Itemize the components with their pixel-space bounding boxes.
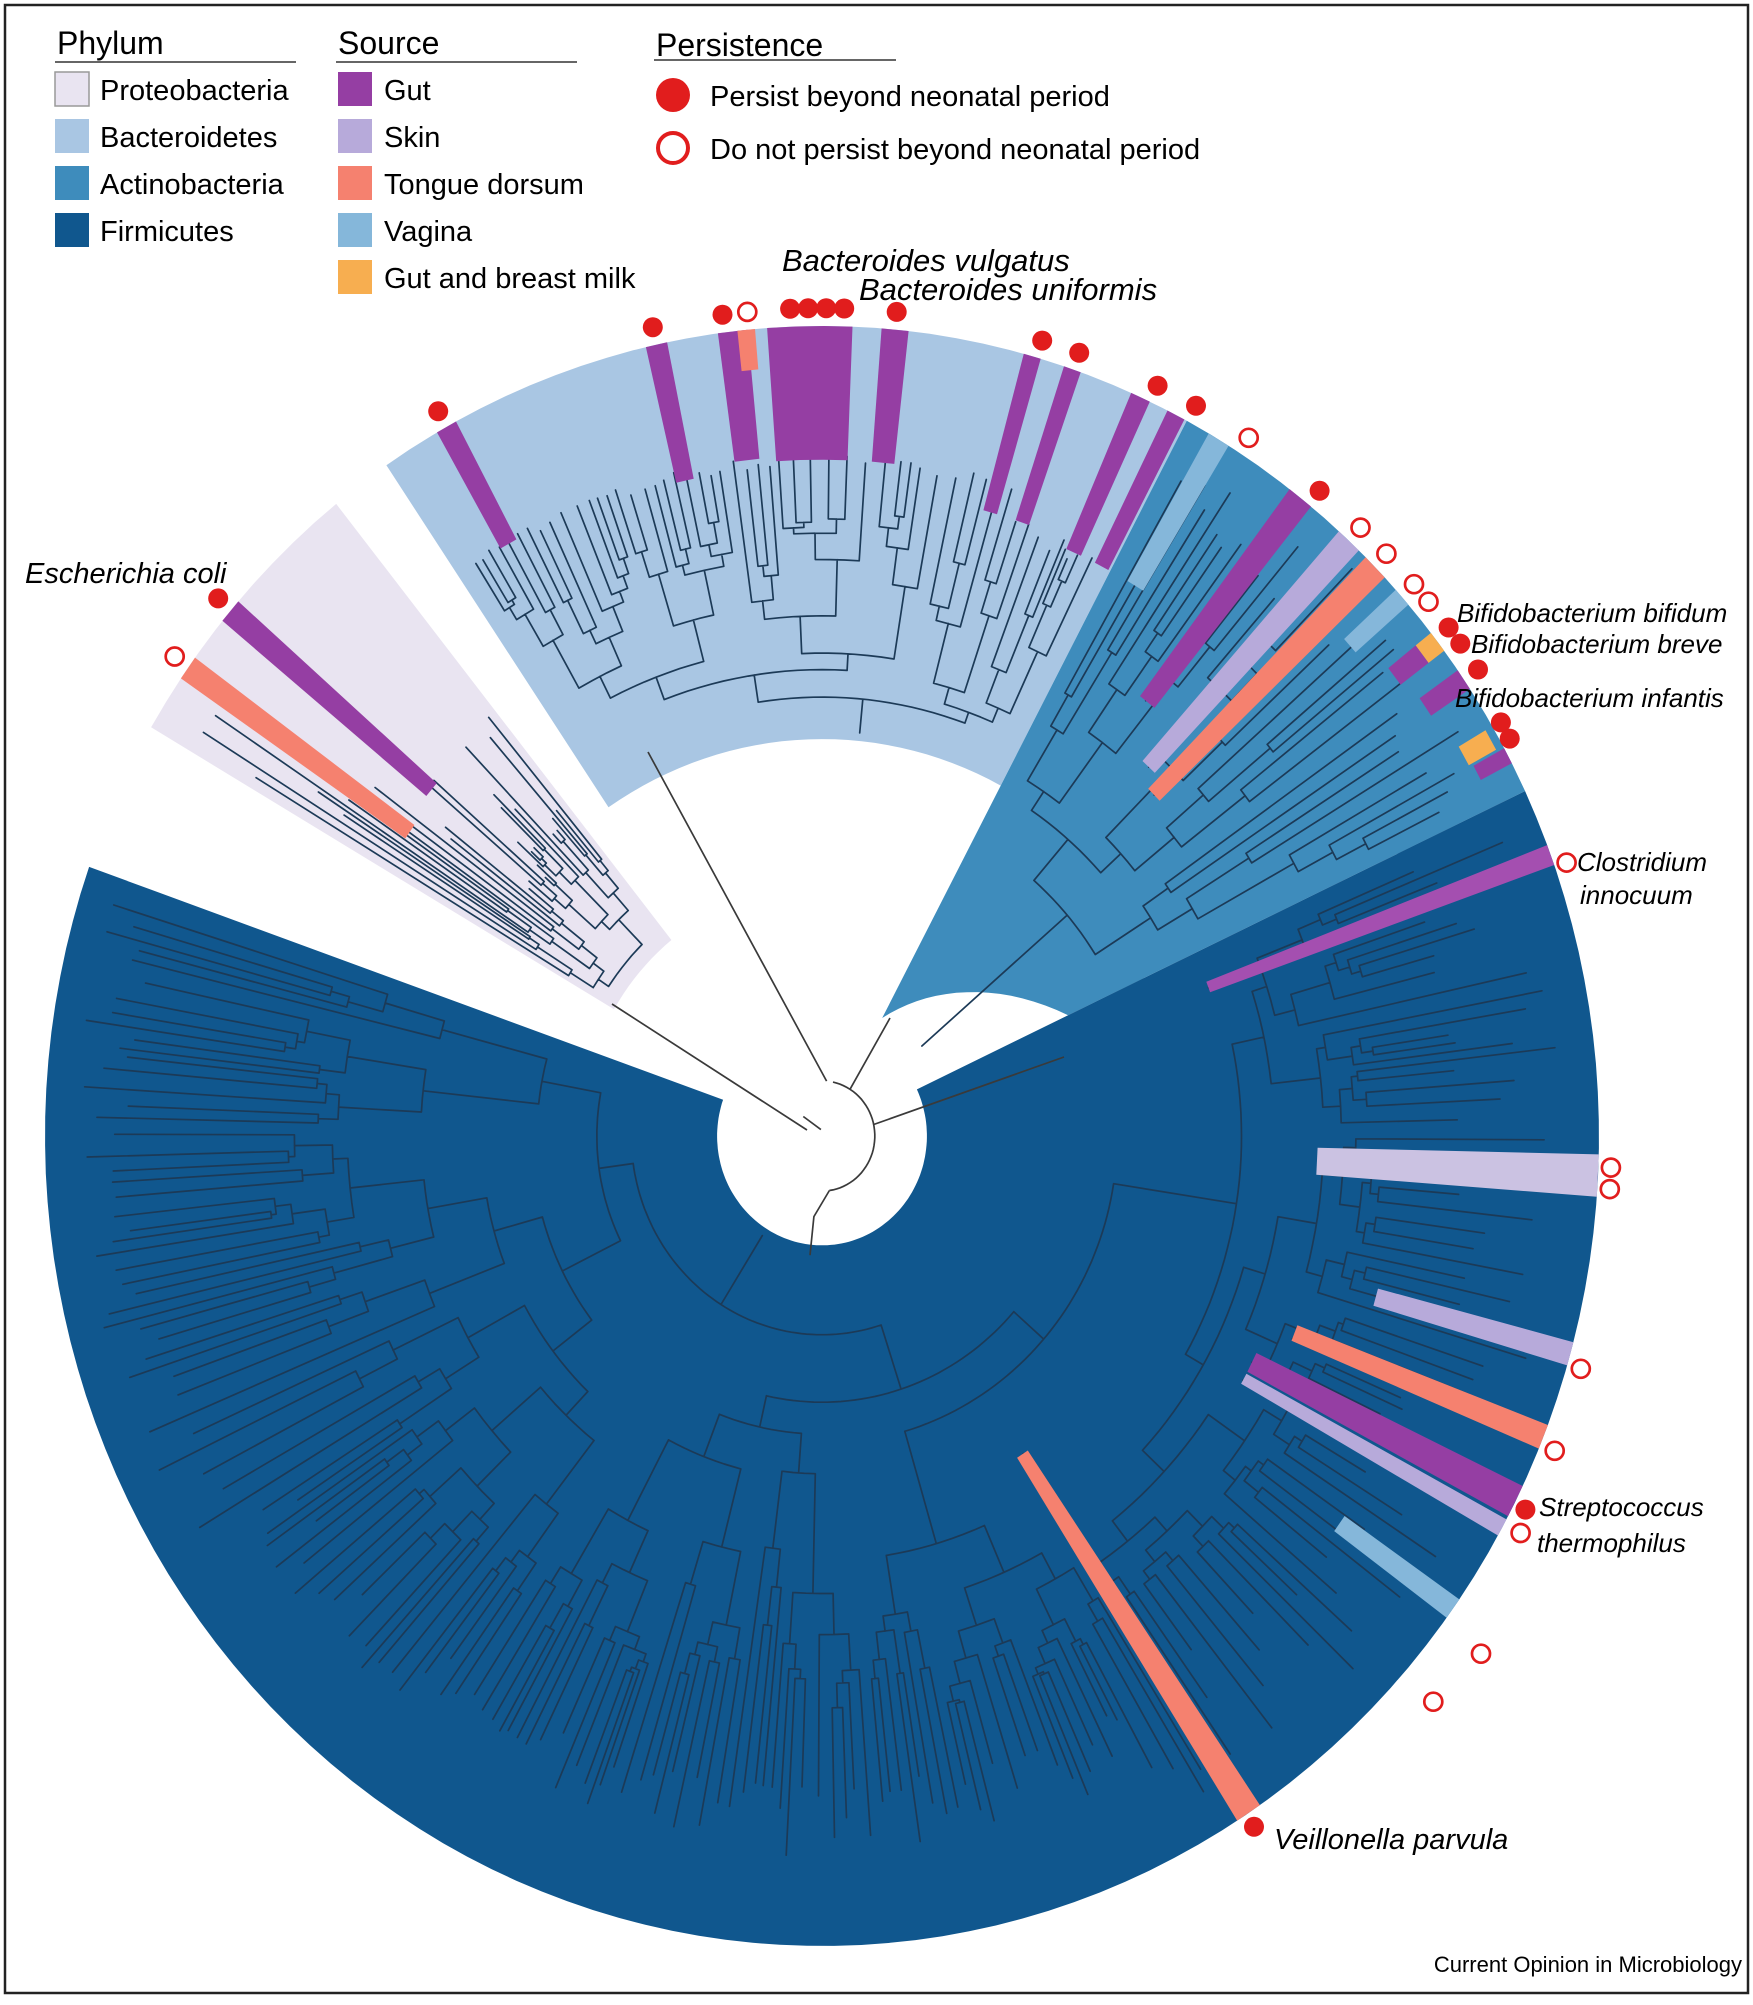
svg-text:Proteobacteria: Proteobacteria <box>100 75 289 107</box>
svg-text:Current Opinion in Microbiolog: Current Opinion in Microbiology <box>1434 1952 1742 1977</box>
svg-text:innocuum: innocuum <box>1580 880 1693 910</box>
svg-text:Escherichia coli: Escherichia coli <box>25 558 228 590</box>
svg-text:Phylum: Phylum <box>57 25 164 61</box>
svg-text:Do not persist beyond neonatal: Do not persist beyond neonatal period <box>710 134 1200 166</box>
svg-text:Bacteroides vulgatus: Bacteroides vulgatus <box>782 243 1070 278</box>
svg-text:Bacteroides uniformis: Bacteroides uniformis <box>859 272 1157 307</box>
svg-text:Bifidobacterium breve: Bifidobacterium breve <box>1471 629 1722 659</box>
svg-text:Bifidobacterium infantis: Bifidobacterium infantis <box>1455 683 1724 713</box>
svg-text:Gut and breast milk: Gut and breast milk <box>384 263 636 295</box>
svg-text:Persistence: Persistence <box>656 27 823 63</box>
svg-text:Clostridium: Clostridium <box>1577 847 1707 877</box>
svg-text:Skin: Skin <box>384 122 440 154</box>
svg-text:Source: Source <box>338 25 439 61</box>
svg-text:Gut: Gut <box>384 75 431 107</box>
svg-text:Vagina: Vagina <box>384 216 473 248</box>
svg-text:Streptococcus: Streptococcus <box>1539 1492 1704 1522</box>
svg-text:Persist beyond neonatal period: Persist beyond neonatal period <box>710 81 1110 113</box>
svg-text:Tongue dorsum: Tongue dorsum <box>384 169 584 201</box>
svg-text:Firmicutes: Firmicutes <box>100 216 234 248</box>
svg-text:Bifidobacterium bifidum: Bifidobacterium bifidum <box>1457 598 1727 628</box>
svg-text:Veillonella parvula: Veillonella parvula <box>1274 1824 1508 1856</box>
svg-text:Bacteroidetes: Bacteroidetes <box>100 122 277 154</box>
svg-text:Actinobacteria: Actinobacteria <box>100 169 285 201</box>
svg-text:thermophilus: thermophilus <box>1537 1528 1686 1558</box>
